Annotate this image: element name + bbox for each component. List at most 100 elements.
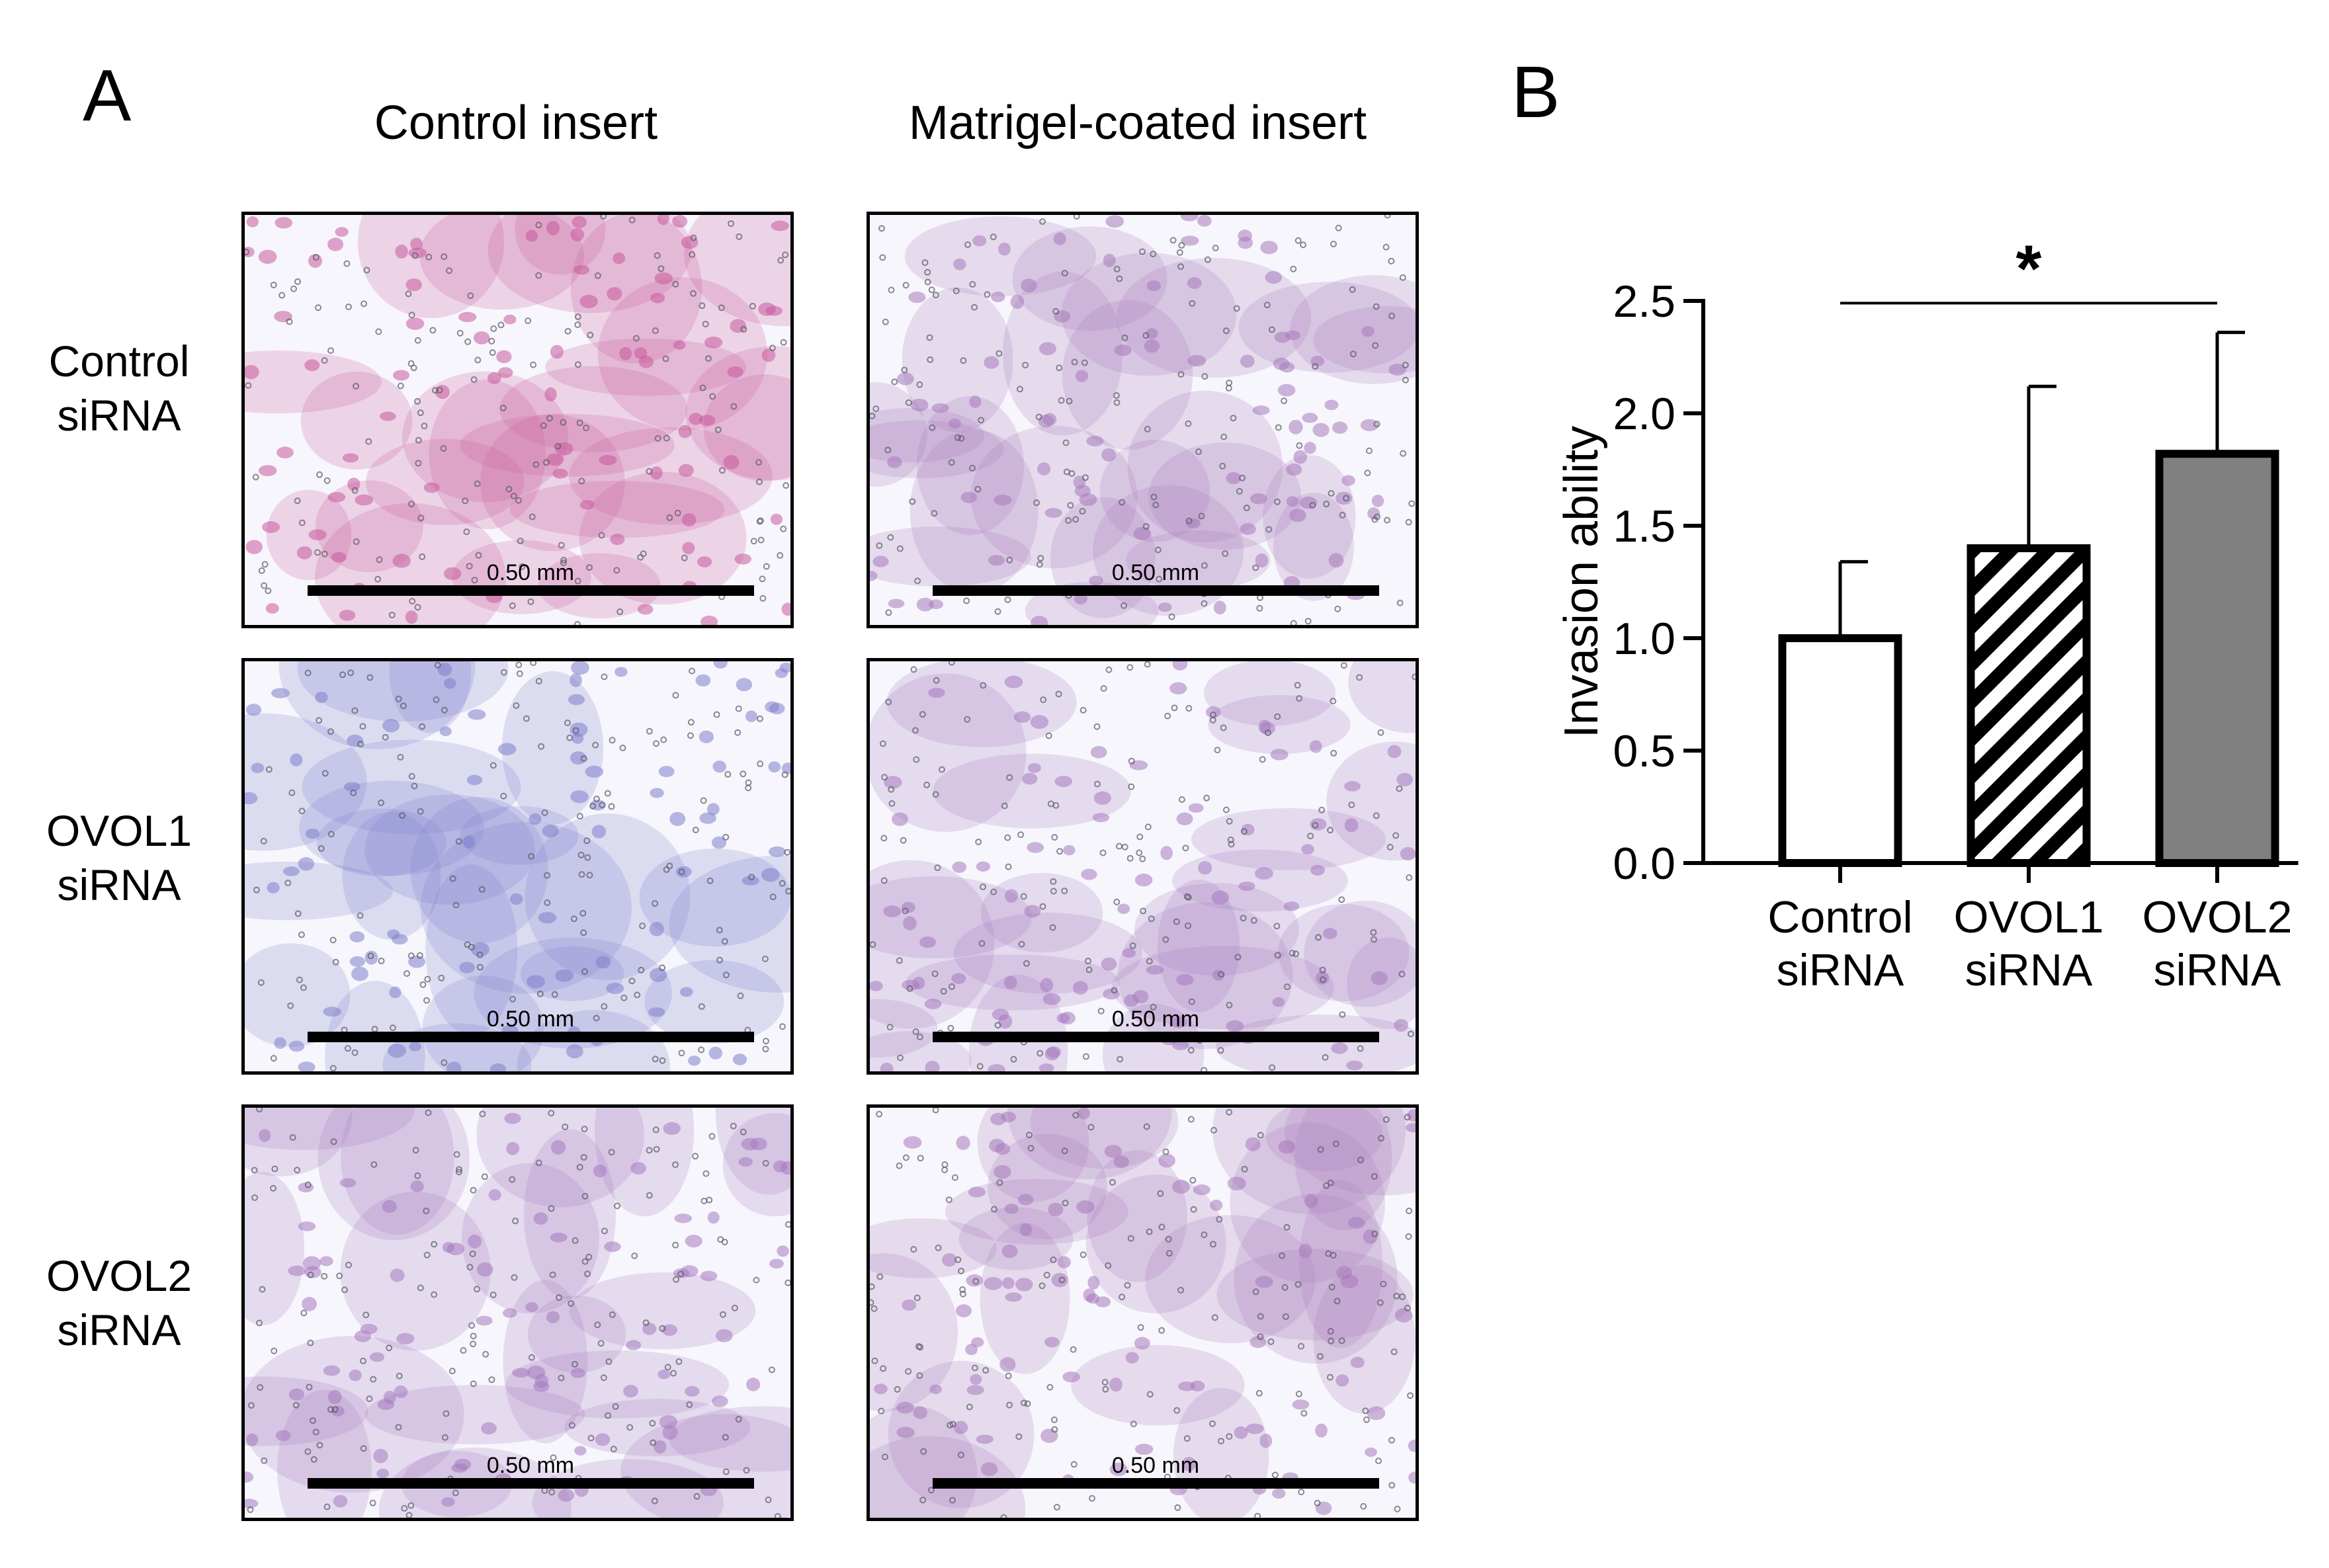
- membrane-pore: [626, 1424, 634, 1431]
- cell-nucleus: [619, 347, 632, 360]
- membrane-pore: [395, 1424, 402, 1431]
- membrane-pore: [1243, 504, 1250, 511]
- membrane-pore: [876, 1273, 884, 1280]
- membrane-pore: [782, 251, 789, 259]
- cell-nucleus: [585, 765, 604, 778]
- membrane-pore: [1050, 1416, 1058, 1423]
- membrane-pore: [1073, 215, 1080, 220]
- membrane-pore: [777, 552, 784, 559]
- cell-nucleus: [373, 1448, 388, 1464]
- membrane-pore: [542, 459, 550, 466]
- membrane-pore: [429, 327, 437, 334]
- membrane-pore: [584, 1270, 591, 1278]
- membrane-pore: [560, 419, 567, 426]
- membrane-pore: [578, 871, 585, 878]
- cell-nucleus: [1240, 354, 1255, 368]
- membrane-pore: [1217, 1047, 1224, 1054]
- cell-nucleus: [546, 1311, 560, 1323]
- cell-nucleus: [1015, 1278, 1033, 1292]
- membrane-pore: [1146, 1391, 1154, 1398]
- membrane-pore: [300, 1309, 308, 1317]
- membrane-pore: [913, 756, 920, 763]
- membrane-pore: [759, 575, 766, 583]
- membrane-pore: [453, 1151, 460, 1158]
- membrane-pore: [1222, 327, 1230, 335]
- cell-nucleus: [571, 661, 589, 675]
- cell-nucleus: [1004, 1203, 1019, 1214]
- membrane-pore: [724, 770, 732, 778]
- membrane-pore: [593, 796, 601, 803]
- membrane-pore: [1204, 256, 1211, 263]
- membrane-pore: [1312, 363, 1319, 370]
- cell-nucleus: [265, 602, 279, 614]
- membrane-pore: [900, 837, 907, 844]
- cell-nucleus: [534, 1374, 548, 1388]
- membrane-pore: [353, 382, 360, 390]
- membrane-pore: [1408, 500, 1416, 507]
- cell-nucleus: [638, 355, 654, 368]
- cell-nucleus: [916, 597, 934, 612]
- membrane-pore: [646, 1147, 653, 1154]
- membrane-pore: [619, 744, 626, 751]
- membrane-pore: [1198, 513, 1205, 520]
- membrane-pore: [570, 915, 577, 923]
- cell-nucleus: [1406, 1123, 1416, 1133]
- y-axis-label: Invasion ability: [1555, 426, 1608, 738]
- cell-nucleus: [673, 340, 686, 350]
- membrane-pore: [1136, 833, 1144, 841]
- membrane-pore: [601, 1227, 608, 1235]
- membrane-pore: [653, 1145, 660, 1153]
- membrane-pore: [870, 1283, 875, 1290]
- membrane-pore: [294, 278, 302, 285]
- membrane-pore: [722, 833, 730, 841]
- membrane-pore: [329, 936, 337, 944]
- membrane-pore: [1226, 1108, 1233, 1116]
- cell-cluster: [474, 937, 672, 1049]
- cell-cluster: [462, 1163, 599, 1314]
- membrane-pore: [353, 538, 360, 546]
- membrane-pore: [330, 1138, 337, 1145]
- cell-nucleus: [339, 1178, 357, 1188]
- membrane-pore: [397, 382, 404, 390]
- cell-nucleus: [699, 415, 716, 427]
- cell-nucleus: [298, 1221, 316, 1231]
- cell-nucleus: [1059, 1011, 1076, 1025]
- cell-nucleus: [1103, 253, 1116, 267]
- x-tick-label: OVOL1: [1954, 892, 2104, 942]
- cell-nucleus: [998, 1014, 1013, 1029]
- cell-nucleus: [1350, 1356, 1365, 1368]
- cell-nucleus: [1074, 593, 1088, 604]
- membrane-pore: [585, 1253, 593, 1260]
- membrane-pore: [1370, 928, 1377, 936]
- cell-nucleus: [382, 1200, 398, 1214]
- cell-nucleus: [770, 513, 783, 525]
- membrane-pore: [519, 563, 526, 570]
- membrane-pore: [628, 216, 636, 224]
- membrane-pore: [1065, 516, 1072, 524]
- membrane-pore: [423, 997, 430, 1004]
- membrane-pore: [1343, 495, 1350, 502]
- membrane-pore: [289, 1134, 296, 1141]
- membrane-pore: [672, 1161, 679, 1169]
- cell-cluster: [715, 1108, 790, 1195]
- membrane-pore: [1113, 399, 1121, 406]
- membrane-pore: [370, 1161, 378, 1168]
- membrane-pore: [1085, 958, 1092, 965]
- membrane-pore: [1150, 251, 1157, 258]
- membrane-pore: [905, 1368, 912, 1375]
- cell-cluster: [1030, 1108, 1179, 1169]
- micrograph-texture: 0.50 mm: [245, 1108, 790, 1518]
- membrane-pore: [1290, 620, 1297, 625]
- membrane-pore: [548, 1110, 555, 1117]
- membrane-pore: [440, 445, 447, 452]
- membrane-pore: [460, 1346, 467, 1354]
- cell-nucleus: [672, 215, 688, 228]
- cell-cluster: [515, 215, 606, 275]
- cell-cluster: [1087, 1150, 1187, 1282]
- membrane-pore: [880, 1365, 887, 1372]
- membrane-pore: [924, 278, 931, 286]
- membrane-pore: [1283, 983, 1291, 991]
- membrane-pore: [505, 485, 513, 493]
- membrane-pore: [932, 791, 939, 798]
- cell-cluster: [245, 1108, 415, 1150]
